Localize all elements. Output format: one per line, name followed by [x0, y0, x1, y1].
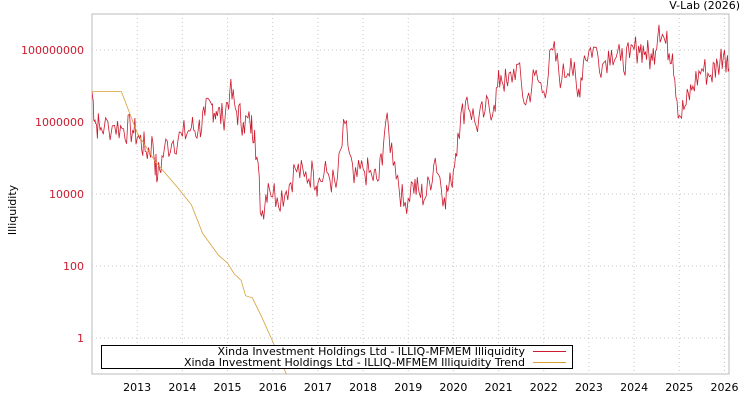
legend-entry-illiquidity: Xinda Investment Holdings Ltd - ILLIQ-MF… — [217, 345, 566, 358]
legend-swatch-trend — [533, 362, 566, 363]
y-tick-label: 100 — [63, 260, 84, 273]
y-tick-label: 1000000 — [35, 116, 84, 129]
x-tick-label: 2024 — [620, 381, 648, 394]
x-tick-labels: 2013 2014 2015 2016 2017 2018 2019 2020 2021 2022… — [123, 381, 738, 394]
legend-label-trend: Xinda Investment Holdings Ltd - ILLIQ-MF… — [183, 356, 525, 369]
illiquidity-series-line — [92, 24, 729, 220]
x-tick-label: 2026 — [710, 381, 738, 394]
legend-label-illiquidity: Xinda Investment Holdings Ltd - ILLIQ-MF… — [217, 345, 525, 358]
x-tick-label: 2015 — [214, 381, 242, 394]
series-lines — [92, 24, 729, 374]
x-tick-label: 2023 — [575, 381, 603, 394]
chart-credit: V-Lab (2026) — [669, 0, 740, 12]
legend-entry-trend: Xinda Investment Holdings Ltd - ILLIQ-MF… — [183, 356, 566, 369]
x-tick-label: 2017 — [304, 381, 332, 394]
x-tick-label: 2013 — [123, 381, 151, 394]
x-tick-label: 2022 — [530, 381, 558, 394]
chart-legend: Xinda Investment Holdings Ltd - ILLIQ-MF… — [101, 345, 573, 369]
y-tick-label: 10000 — [49, 188, 84, 201]
y-tick-labels: 1 100 10000 1000000 100000000 — [21, 44, 84, 345]
x-tick-label: 2021 — [485, 381, 513, 394]
y-tick-label: 1 — [77, 332, 84, 345]
x-tick-label: 2020 — [439, 381, 467, 394]
x-tick-label: 2014 — [168, 381, 196, 394]
x-tick-label: 2016 — [259, 381, 287, 394]
illiquidity-trend-line — [92, 91, 287, 374]
legend-swatch-illiquidity — [533, 351, 566, 352]
x-tick-label: 2018 — [349, 381, 377, 394]
x-tick-label: 2019 — [394, 381, 422, 394]
x-tick-label: 2025 — [665, 381, 693, 394]
y-tick-label: 100000000 — [21, 44, 84, 57]
